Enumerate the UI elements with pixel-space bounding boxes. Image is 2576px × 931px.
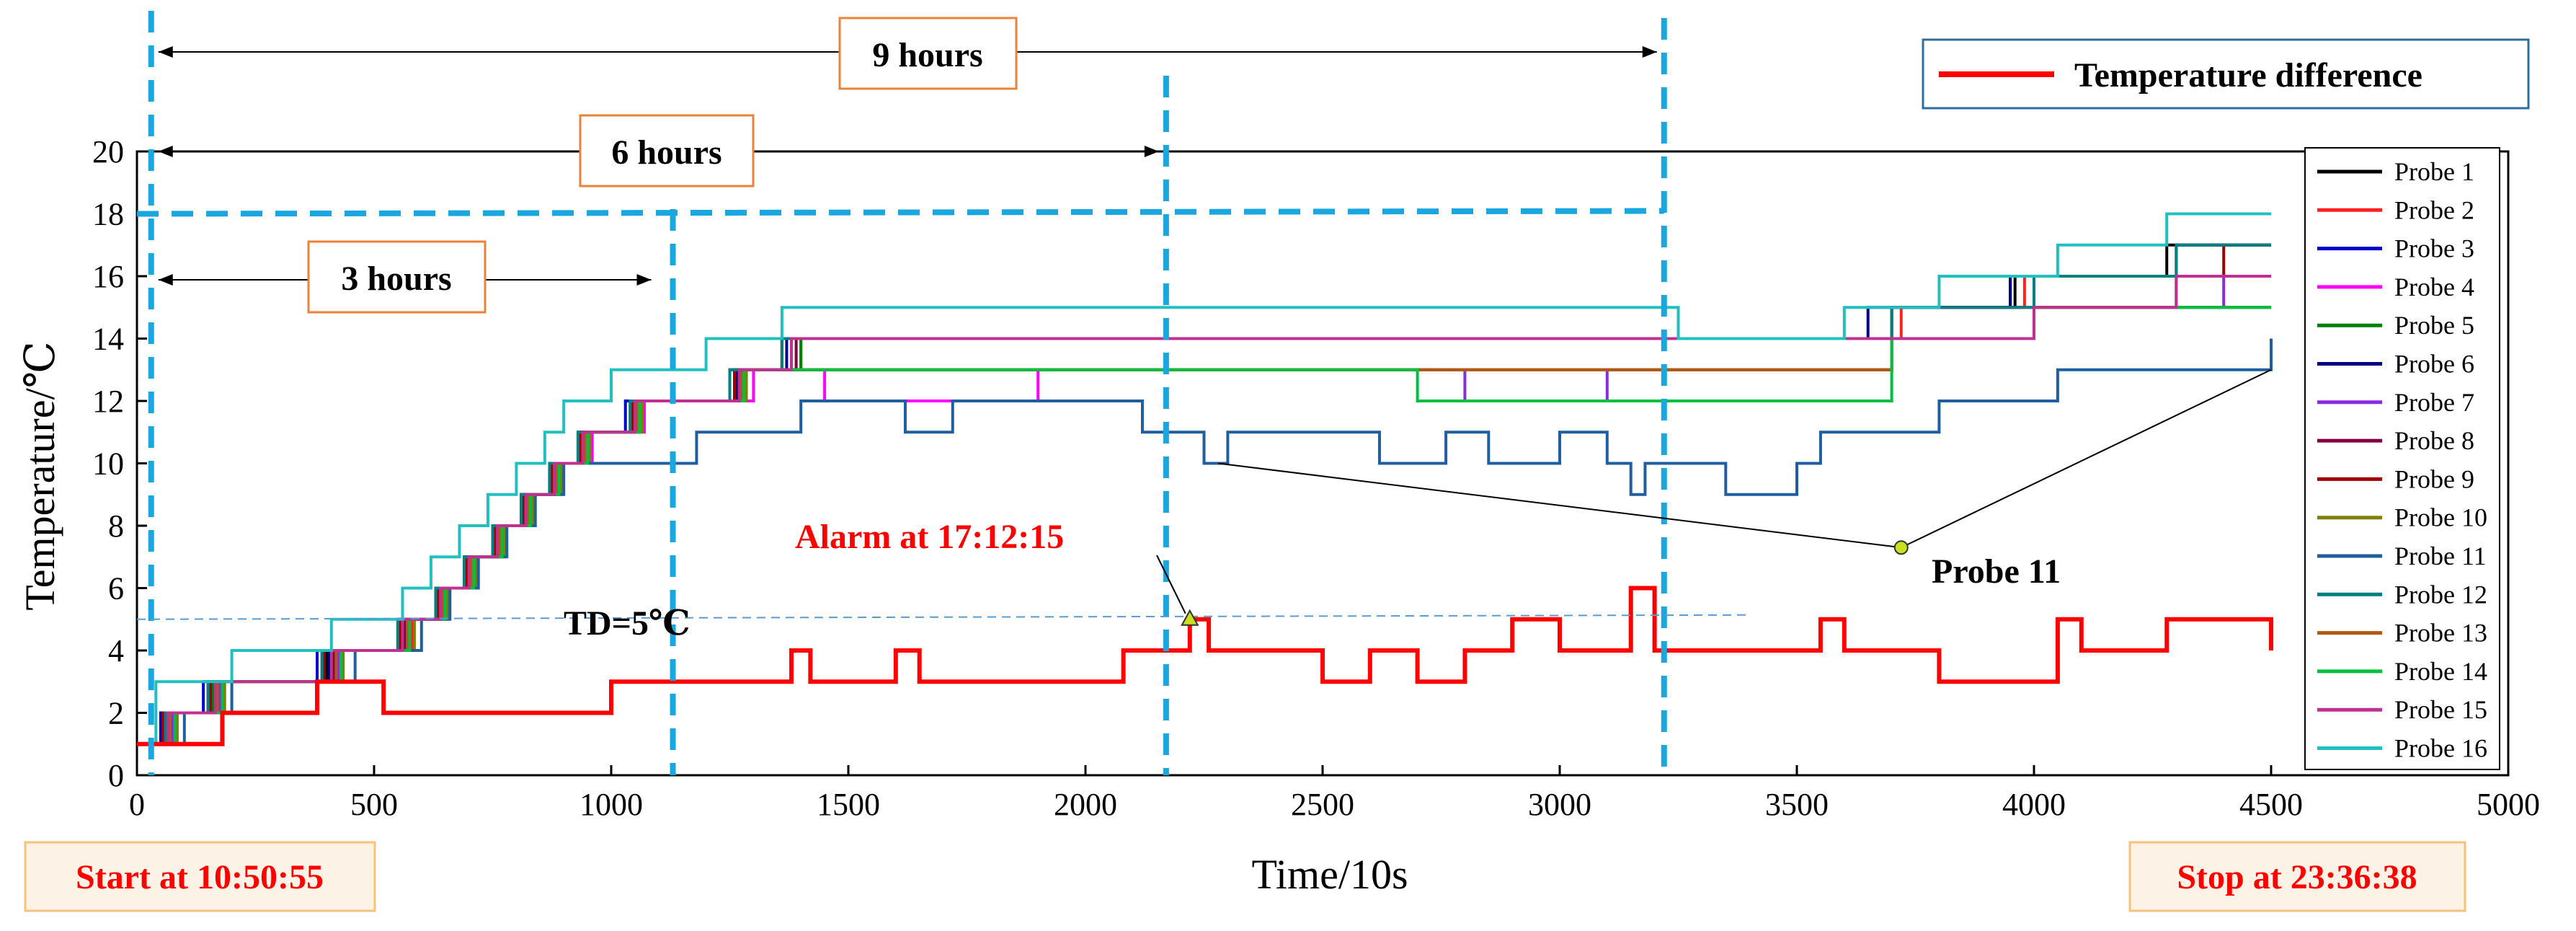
probe11-pointer-left	[1218, 462, 1901, 549]
y-tick-label: 8	[108, 508, 124, 544]
series-line-probe-9	[137, 243, 2271, 746]
y-tick-label: 0	[108, 758, 124, 793]
stop-annotation: Stop at 23:36:38	[2128, 841, 2466, 912]
series-line-probe-8	[137, 275, 2271, 746]
series-line-probe-2	[137, 275, 2271, 746]
legend-label: Probe 4	[2394, 273, 2474, 301]
series-line-probe-5	[137, 306, 2271, 746]
x-tick-label: 2500	[1291, 787, 1354, 822]
x-tick-label: 1500	[817, 787, 880, 822]
nine-hours-annotation: 9 hours	[838, 17, 1018, 90]
start-annotation: Start at 10:50:55	[24, 841, 376, 912]
start-label: Start at 10:50:55	[76, 858, 324, 896]
x-tick-label: 500	[350, 787, 398, 822]
three-hours-label: 3 hours	[341, 260, 451, 298]
series-line-probe-4	[137, 306, 2271, 746]
y-tick-label: 16	[92, 259, 124, 294]
x-tick-label: 0	[129, 787, 145, 822]
series-line-probe-15	[137, 275, 2271, 746]
series-line-temperature-difference	[137, 586, 2273, 746]
nine-hours-label: 9 hours	[872, 36, 982, 74]
stop-box	[2128, 841, 2466, 912]
legend-label: Probe 9	[2394, 464, 2474, 493]
x-tick-label: 3000	[1528, 787, 1591, 822]
x-tick-label: 2000	[1054, 787, 1117, 822]
legend-label: Probe 3	[2394, 234, 2474, 263]
x-tick-label: 1000	[579, 787, 643, 822]
three-hours-box	[307, 240, 487, 314]
legend-label: Probe 14	[2394, 657, 2487, 686]
alarm-marker	[1181, 609, 1199, 626]
series-line-probe-1	[137, 243, 2271, 746]
series-line-probe-6	[137, 243, 2271, 746]
x-axis-title: Time/10s	[1251, 851, 1408, 898]
series-line-probe-13	[137, 275, 2271, 746]
series-line-probe-3	[137, 275, 2271, 746]
alarm-pointer	[1156, 555, 1186, 614]
legend-label: Probe 15	[2394, 695, 2487, 724]
six-hours-annotation: 6 hours	[579, 114, 755, 187]
probe11-marker	[1893, 540, 1909, 555]
series-line-probe-14	[137, 306, 2271, 746]
x-tick-label: 3500	[1765, 787, 1829, 822]
probe11-pointer-right	[1901, 369, 2272, 549]
legend-label: Probe 10	[2394, 503, 2487, 532]
series-line-probe-10	[137, 306, 2271, 746]
x-tick-label: 4000	[2002, 787, 2066, 822]
hline-18	[136, 208, 1664, 217]
y-tick-label: 18	[92, 197, 124, 232]
y-axis-ticks: 0 2 4 6 8 10 12 14 16 18 20	[92, 134, 147, 793]
td-legend: Temperature difference	[1922, 38, 2530, 110]
series-layer	[137, 212, 2273, 746]
probe11-label: Probe 11	[1932, 552, 2061, 591]
legend-label: Probe 1	[2394, 157, 2474, 186]
alarm-label: Alarm at 17:12:15	[795, 518, 1064, 556]
y-tick-label: 6	[108, 571, 124, 606]
x-tick-label: 4500	[2239, 787, 2303, 822]
six-hours-label: 6 hours	[611, 133, 721, 172]
three-hours-annotation: 3 hours	[307, 240, 487, 314]
legend-label: Probe 2	[2394, 195, 2474, 224]
y-tick-label: 4	[108, 633, 124, 669]
stop-label: Stop at 23:36:38	[2177, 858, 2417, 896]
probe-legend: Probe 1 Probe 2 Probe 3 Probe 4 Probe 5 Probe…	[2304, 147, 2500, 770]
y-tick-label: 14	[92, 322, 124, 357]
legend-label: Probe 7	[2394, 388, 2474, 417]
x-tick-label: 5000	[2477, 787, 2540, 822]
start-box	[24, 841, 376, 912]
legend-label: Probe 5	[2394, 311, 2474, 340]
y-tick-label: 20	[92, 134, 124, 169]
legend-label: Probe 12	[2394, 580, 2487, 609]
legend-label: Probe 16	[2394, 734, 2487, 763]
y-tick-label: 10	[92, 446, 124, 482]
series-line-probe-7	[137, 275, 2271, 746]
nine-hours-box	[838, 17, 1018, 90]
td-legend-label: Temperature difference	[2074, 56, 2422, 94]
td-threshold-label: TD=5℃	[564, 604, 690, 643]
td-threshold-line	[136, 614, 1750, 620]
x-axis-ticks: 0 500 1000 1500 2000 2500 3000 3500 4000 4500 5000	[129, 765, 2540, 822]
series-line-probe-12	[137, 243, 2271, 746]
legend-label: Probe 8	[2394, 426, 2474, 455]
marker-layer	[136, 11, 2272, 775]
probe-legend-box	[2304, 147, 2500, 770]
legend-label: Probe 6	[2394, 350, 2474, 379]
y-tick-label: 12	[92, 384, 124, 419]
legend-label: Probe 13	[2394, 619, 2487, 648]
y-tick-label: 2	[108, 696, 124, 731]
six-hours-box	[579, 114, 755, 187]
legend-label: Probe 11	[2394, 542, 2487, 570]
y-axis-title: Temperature/℃	[17, 341, 63, 610]
